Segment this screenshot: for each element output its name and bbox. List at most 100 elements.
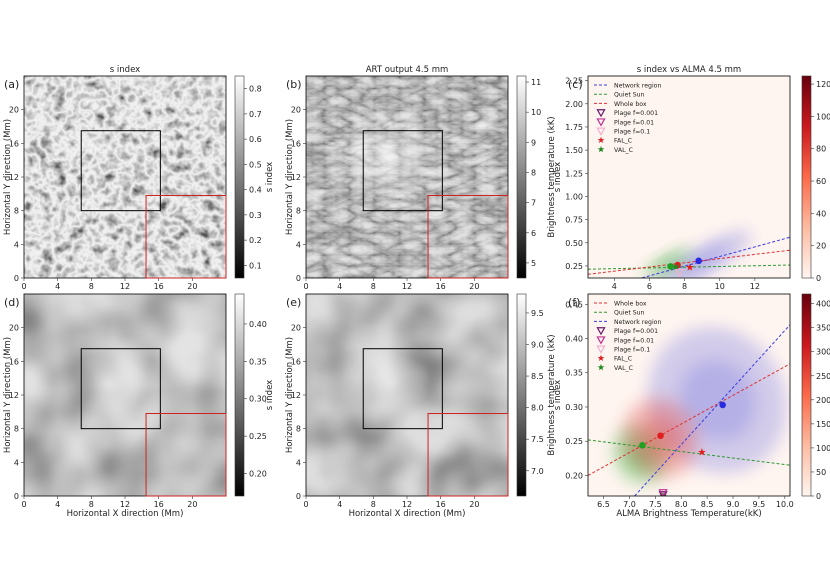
plot-background [588, 76, 790, 278]
legend-swatch [597, 145, 605, 153]
legend-label: VAL_C [614, 147, 633, 154]
triangle-marker [674, 268, 684, 278]
star-marker [686, 263, 694, 271]
y-tick-label: 0 [14, 274, 19, 283]
colorbar-tick-label: 100 [816, 444, 830, 453]
legend-label: Quiet Sun [614, 310, 645, 317]
x-tick-label: 4 [337, 500, 342, 509]
colorbar-e: 7.0 7.5 8.0 8.5 9.0 9.5 Brightness temperature… [516, 293, 557, 497]
density-core [653, 255, 681, 274]
colorbar-tick-label: 7.5 [531, 435, 544, 444]
y-axis-label: Horizontal Y direction (Mm) [3, 337, 13, 453]
colorbar-tick-label: 20 [816, 242, 826, 251]
bright-core [351, 352, 431, 416]
y-tick-label: 20 [291, 324, 301, 333]
colorbar-tick-label: 300 [816, 348, 830, 357]
y-tick-label: 16 [9, 357, 19, 366]
colorbar-tick-label: 0 [816, 274, 821, 283]
colorbar-tick-label: 7.0 [531, 467, 544, 476]
region-box [427, 413, 509, 497]
x-tick-label: 12 [120, 282, 130, 291]
x-tick-label: 16 [436, 282, 446, 291]
panel-label: (d) [4, 296, 20, 309]
y-tick-label: 8 [14, 207, 19, 216]
x-tick-label: 16 [436, 500, 446, 509]
region-box [362, 130, 443, 212]
legend-label: Plage f=0.001 [614, 328, 658, 335]
y-tick-label: 2.00 [565, 100, 583, 109]
x-tick-label: 9.0 [727, 500, 740, 509]
colorbar-a: 0.1 0.2 0.3 0.4 0.5 0.6 0.7 0.8 s index [234, 75, 275, 279]
y-tick-label: 1.00 [565, 192, 583, 201]
colorbar-tick-label: 0.25 [249, 432, 267, 441]
legend-swatch [597, 136, 605, 144]
y-tick-label: 16 [291, 139, 301, 148]
colorbar-tick-label: 9.0 [531, 341, 544, 350]
x-tick-label: 4 [55, 500, 60, 509]
colorbar-tick-label: 6 [531, 229, 536, 238]
region-box [145, 195, 227, 279]
panel-title: s index [110, 65, 140, 75]
panel-label: (a) [4, 78, 19, 91]
x-tick-label: 7.0 [623, 500, 636, 509]
y-tick-label: 12 [9, 173, 19, 182]
y-tick-label: 0.45 [565, 300, 583, 309]
x-tick-label: 20 [187, 282, 197, 291]
y-tick-label: 8 [14, 425, 19, 434]
region-box [80, 130, 161, 212]
y-tick-label: 0.20 [565, 471, 583, 480]
y-tick-label: 2.25 [565, 77, 583, 86]
x-tick-label: 8 [371, 500, 376, 509]
x-tick-label: 6 [647, 282, 652, 291]
x-tick-label: 16 [154, 282, 164, 291]
x-tick-label: 12 [402, 500, 412, 509]
y-tick-label: 20 [9, 106, 19, 115]
colorbar-tick-label: 200 [816, 396, 830, 405]
x-tick-label: 20 [469, 282, 479, 291]
colorbar-tick-label: 120 [816, 80, 830, 89]
y-tick-label: 0 [296, 492, 301, 501]
legend-swatch [596, 109, 606, 118]
y-tick-label: 8 [296, 207, 301, 216]
axes-d: (d) Horizontal Y direction (Mm) Horizontal… [3, 293, 227, 519]
heatmap-image-a [24, 76, 226, 278]
colorbar-d: 0.20 0.25 0.30 0.35 0.40 s index [234, 293, 275, 497]
y-tick-label: 12 [9, 391, 19, 400]
triangle-marker [658, 491, 668, 496]
legend-label: Plage f=0.1 [614, 129, 650, 136]
x-tick-label: 6.5 [597, 500, 610, 509]
y-tick-label: 8 [296, 425, 301, 434]
colorbar-f: 0 50 100 150 200 250 300 350 400 [801, 293, 830, 501]
legend-label: Network region [614, 319, 661, 326]
region-box [80, 348, 161, 430]
colorbar-tick-label: 0.40 [249, 320, 267, 329]
legend-label: Network region [614, 83, 661, 90]
panel-label: (c) [568, 78, 583, 91]
x-tick-label: 0 [21, 282, 26, 291]
x-tick-label: 16 [154, 500, 164, 509]
y-tick-label: 1.50 [565, 146, 583, 155]
plot-area [588, 230, 790, 278]
region-box [362, 348, 443, 430]
y-axis-label: Horizontal Y direction (Mm) [3, 119, 13, 235]
legend-label: Quiet Sun [614, 92, 645, 99]
colorbar-tick-label: 0 [816, 492, 821, 501]
star-marker [672, 262, 680, 271]
colorbar-tick-label: 0.4 [249, 186, 262, 195]
x-tick-label: 8 [682, 282, 687, 291]
colorbar-c: 0 20 40 60 80 100 120 [801, 75, 830, 283]
y-tick-label: 4 [296, 458, 301, 467]
legend-label: Plage f=0.1 [614, 347, 650, 354]
colorbar-tick-label: 250 [816, 372, 830, 381]
colorbar-tick-label: 8.5 [531, 372, 544, 381]
x-axis-label: ALMA Brightness Temperature(kK) [616, 509, 761, 519]
legend-swatch [597, 354, 605, 362]
point-marker [667, 263, 674, 270]
colorbar-tick-label: 0.2 [249, 236, 262, 245]
colorbar-b-gradient [516, 75, 527, 279]
legend-label: Plage f=0.01 [614, 337, 654, 344]
colorbar-label: s index [265, 380, 275, 410]
legend-label: Whole box [614, 101, 647, 108]
y-tick-label: 4 [14, 240, 19, 249]
plot-frame [587, 75, 791, 279]
